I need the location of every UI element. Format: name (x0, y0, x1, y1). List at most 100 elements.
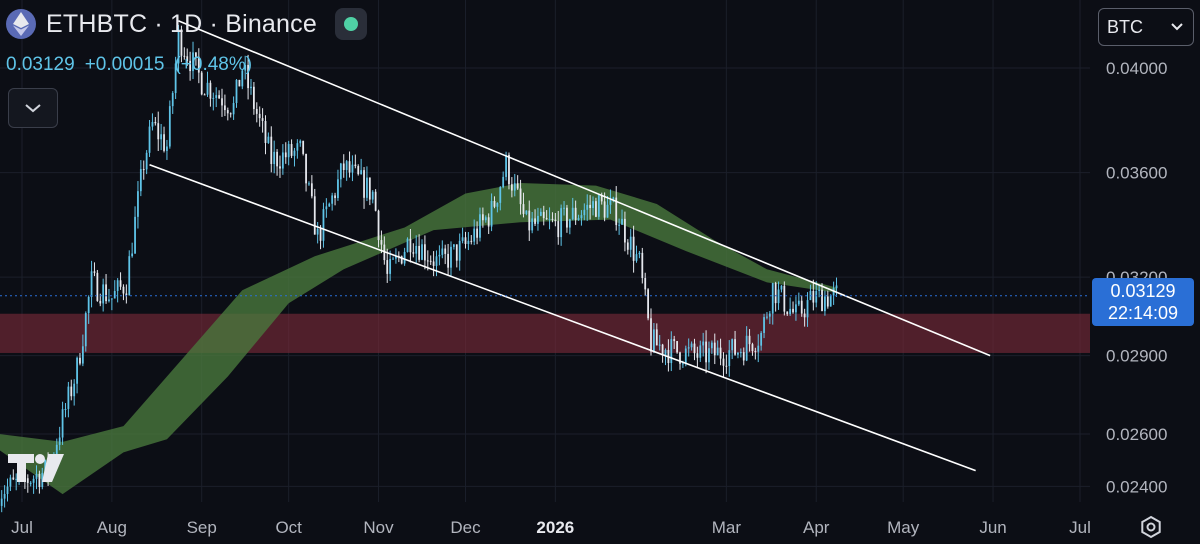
candle-body (368, 177, 371, 200)
currency-select[interactable]: BTC (1098, 8, 1194, 46)
candle-body (441, 248, 444, 255)
candle-body (374, 191, 377, 211)
tradingview-logo-icon[interactable] (8, 452, 66, 489)
candle-body (818, 289, 821, 291)
candle-body (142, 169, 145, 171)
time-tick-label: Jun (979, 518, 1006, 537)
candle-body (255, 108, 258, 114)
candlestick-series (0, 24, 838, 513)
candle-body (128, 256, 131, 296)
candle-body (308, 183, 310, 185)
candle-body (531, 218, 534, 231)
candle-body (415, 245, 418, 254)
candle-body (0, 498, 3, 506)
candle-body (829, 295, 832, 307)
candle-body (73, 383, 76, 397)
candle-body (716, 347, 719, 356)
candle-body (400, 256, 403, 264)
candle-body (632, 236, 635, 261)
candle-body (528, 210, 531, 231)
candle-body (438, 254, 441, 257)
candle-body (542, 211, 545, 219)
candle-body (79, 357, 81, 364)
candle-body (87, 296, 90, 314)
candle-body (803, 313, 806, 318)
time-tick-label: 2026 (536, 518, 574, 537)
candle-body (284, 152, 287, 158)
time-axis[interactable]: Jul Aug Sep Oct Nov Dec 2026 Mar Apr May Jun Jul (11, 518, 1091, 537)
candle-body (151, 122, 154, 127)
candle-body (673, 339, 676, 342)
candle-body (545, 218, 548, 220)
channel-upper-line[interactable] (178, 20, 991, 357)
candle-body (345, 161, 348, 171)
candle-body (160, 134, 163, 140)
time-tick-label: Mar (712, 518, 742, 537)
candle-body (276, 151, 278, 167)
market-status[interactable] (334, 8, 367, 40)
candle-body (351, 164, 354, 173)
candle-body (548, 218, 551, 220)
candle-body (168, 106, 171, 147)
candle-body (777, 289, 780, 304)
candle-body (458, 240, 461, 261)
candle-body (203, 94, 206, 96)
candle-body (232, 102, 235, 115)
channel-lower-line[interactable] (149, 163, 976, 472)
candle-body (186, 56, 189, 61)
candle-body (360, 170, 363, 175)
candle-body (166, 146, 168, 151)
candle-body (319, 228, 322, 241)
candle-body (592, 201, 594, 209)
candle-body (392, 258, 394, 260)
candle-body (70, 386, 73, 397)
candle-body (67, 386, 70, 409)
candle-body (757, 345, 760, 352)
candle-body (310, 183, 313, 197)
candle-body (499, 187, 502, 203)
status-dot-icon (343, 17, 358, 31)
candle-body (748, 335, 751, 345)
candle-body (264, 120, 267, 143)
candle-body (403, 251, 406, 264)
candle-body (728, 350, 731, 367)
candle-body (600, 195, 603, 202)
currency-select-value: BTC (1107, 16, 1143, 37)
chevron-down-icon (1171, 23, 1183, 31)
price-tick-label: 0.02600 (1106, 425, 1167, 444)
candle-body (64, 408, 67, 410)
time-tick-label: Oct (275, 518, 302, 537)
candle-body (525, 210, 528, 214)
candle-body (481, 214, 484, 221)
candle-body (377, 210, 380, 241)
candle-body (734, 339, 736, 355)
candle-body (797, 300, 800, 305)
candle-body (116, 280, 119, 291)
candle-body (754, 351, 757, 353)
resistance-zone (0, 313, 1090, 353)
settings-icon[interactable] (1139, 515, 1163, 544)
time-tick-label: Sep (187, 518, 217, 537)
candle-body (287, 144, 290, 158)
candle-body (90, 271, 93, 297)
time-tick-label: Jul (11, 518, 33, 537)
collapse-legend-button[interactable] (8, 88, 58, 128)
candle-body (464, 237, 467, 244)
candle-body (339, 163, 342, 180)
candle-body (348, 161, 351, 173)
candle-body (621, 218, 623, 225)
candle-body (421, 244, 423, 260)
candle-body (508, 154, 510, 185)
candle-body (426, 260, 429, 262)
symbol-title[interactable]: ETHBTC · 1D · Binance (46, 9, 317, 38)
candle-body (647, 289, 650, 319)
candle-body (386, 260, 389, 274)
candle-body (212, 97, 215, 99)
candle-body (337, 179, 339, 199)
candle-body (638, 252, 641, 255)
candle-body (84, 313, 87, 347)
candle-body (15, 478, 18, 480)
candle-body (763, 317, 765, 333)
candle-body (606, 204, 609, 218)
